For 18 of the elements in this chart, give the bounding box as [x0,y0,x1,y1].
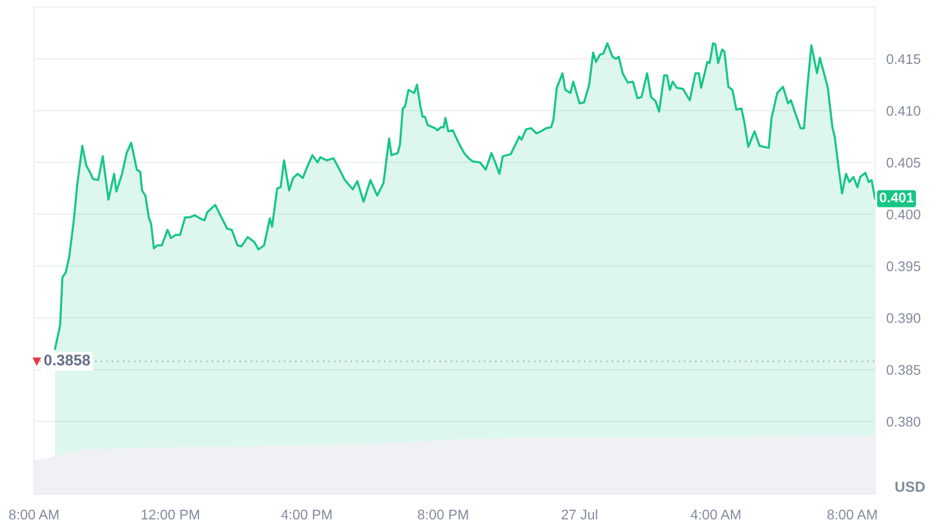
y-tick-label: 0.395 [886,261,920,272]
y-tick-label: 0.405 [886,158,920,168]
y-tick-label: 0.390 [886,313,920,324]
ref-line-label: 0.3858 [44,354,90,366]
y-tick-label: 0.385 [886,364,920,375]
y-tick-label: 0.415 [886,54,920,64]
x-tick-label: 4:00 PM [281,510,332,520]
x-tick-label: 8:00 PM [418,510,468,520]
y-tick-label: 0.380 [886,416,920,427]
x-tick-label: 27 Jul [562,509,598,520]
x-tick-label: 8:00 AM [9,510,58,520]
y-tick-label: 0.410 [886,106,920,116]
y-tick-label: 0.400 [886,210,920,220]
x-tick-label: 12:00 PM [142,510,199,520]
annotation: 0.401 [880,192,914,202]
y-axis-title: USD [895,482,925,492]
x-tick-label: 8:00 AM [827,510,877,520]
x-tick-label: 4:00 AM [690,510,740,520]
